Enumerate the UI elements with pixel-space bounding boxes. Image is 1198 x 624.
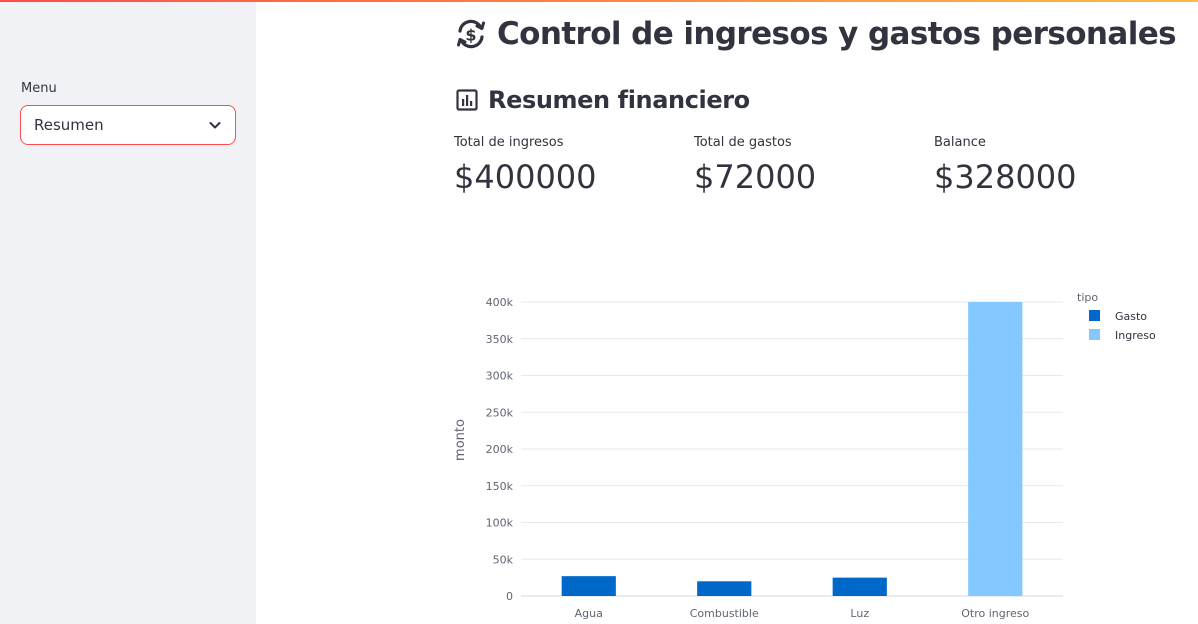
metric-total-gastos: Total de gastos $72000 xyxy=(694,135,914,196)
y-tick-label: 350k xyxy=(486,333,514,346)
y-axis-label: monto xyxy=(453,419,468,461)
metric-balance: Balance $328000 xyxy=(934,135,1154,196)
metric-value: $72000 xyxy=(694,158,817,196)
page-title-text: Control de ingresos y gastos personales xyxy=(497,16,1177,52)
x-tick-label: Combustible xyxy=(690,607,759,620)
metric-label: Total de gastos xyxy=(694,135,792,150)
y-tick-labels: 0 50k 100k 150k 200k 250k 300k 350k 400k xyxy=(486,296,514,603)
x-tick-labels: Agua Combustible Luz Otro ingreso xyxy=(575,607,1030,620)
metric-value: $328000 xyxy=(934,158,1077,196)
sidebar: Menu Resumen xyxy=(0,2,256,624)
menu-select-value: Resumen xyxy=(34,116,104,134)
bar-ingreso[interactable] xyxy=(968,302,1023,596)
bar-chart[interactable]: 0 50k 100k 150k 200k 250k 300k 350k 400k Agua Com… xyxy=(446,282,1186,624)
metric-label: Total de ingresos xyxy=(454,135,564,150)
metric-label: Balance xyxy=(934,135,986,150)
section-title-text: Resumen financiero xyxy=(488,86,750,114)
menu-label: Menu xyxy=(21,81,57,96)
legend-entry[interactable]: Ingreso xyxy=(1115,329,1156,342)
top-decoration-bar xyxy=(0,0,1198,2)
legend-title: tipo xyxy=(1077,291,1098,304)
legend[interactable]: tipo Gasto Ingreso xyxy=(1077,291,1156,342)
x-tick-label: Agua xyxy=(575,607,603,620)
bar-gasto[interactable] xyxy=(832,577,887,596)
bar-gasto[interactable] xyxy=(697,581,752,596)
bars xyxy=(561,302,1023,596)
legend-swatch xyxy=(1089,310,1100,321)
y-tick-label: 300k xyxy=(486,370,514,383)
legend-swatch xyxy=(1089,329,1100,340)
x-tick-label: Luz xyxy=(850,607,869,620)
section-title: Resumen financiero xyxy=(455,82,750,118)
bar-chart-icon xyxy=(456,89,478,111)
menu-select[interactable]: Resumen xyxy=(20,105,236,145)
y-tick-label: 400k xyxy=(486,296,514,309)
x-tick-label: Otro ingreso xyxy=(961,607,1029,620)
metric-total-ingresos: Total de ingresos $400000 xyxy=(454,135,674,196)
y-tick-label: 250k xyxy=(486,406,514,419)
y-tick-label: 0 xyxy=(506,590,513,603)
page-title: $ Control de ingresos y gastos personale… xyxy=(453,12,1177,56)
chevron-down-icon xyxy=(209,122,221,129)
bar-gasto[interactable] xyxy=(561,576,616,596)
currency-exchange-icon: $ xyxy=(457,19,485,49)
main-content: $ Control de ingresos y gastos personale… xyxy=(256,2,1198,624)
metric-value: $400000 xyxy=(454,158,597,196)
y-tick-label: 150k xyxy=(486,480,514,493)
svg-text:$: $ xyxy=(465,26,476,45)
y-tick-label: 200k xyxy=(486,443,514,456)
y-tick-label: 50k xyxy=(493,553,514,566)
y-tick-label: 100k xyxy=(486,517,514,530)
legend-entry[interactable]: Gasto xyxy=(1115,310,1147,323)
